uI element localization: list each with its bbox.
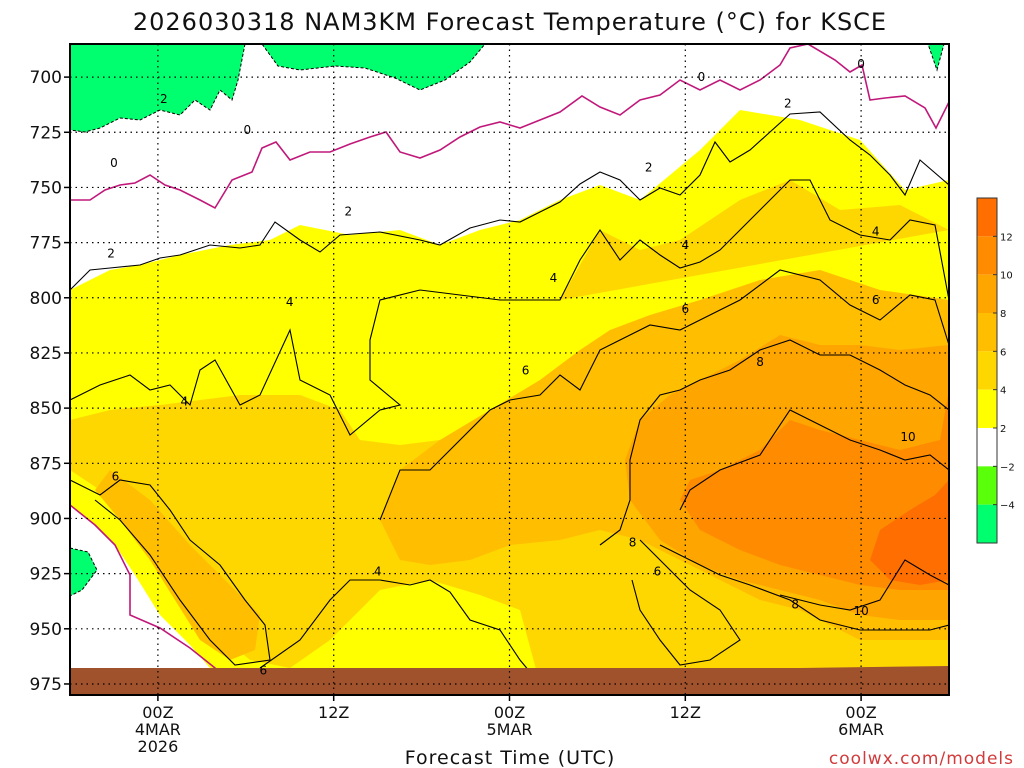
- y-tick-label: 850: [30, 399, 62, 419]
- contour-line-6c-low: [631, 539, 741, 666]
- colorbar-label: 6: [1000, 347, 1006, 358]
- colorbar-swatch: [977, 504, 997, 543]
- colorbar-label: −2: [1000, 462, 1015, 473]
- fill-green-top-right: [927, 44, 945, 72]
- y-tick-label: 800: [30, 289, 62, 309]
- contour-label: 4: [374, 564, 382, 578]
- contour-label: 10: [853, 604, 868, 618]
- colorbar-label: 12: [1000, 232, 1013, 243]
- contour-label: 4: [550, 271, 558, 285]
- contour-label: 6: [112, 470, 120, 484]
- contour-zero-upper: [70, 44, 949, 210]
- contour-label: 2: [784, 97, 792, 111]
- x-tick-label: 5MAR: [486, 720, 532, 739]
- contour-label: 4: [180, 394, 188, 408]
- contour-zero-lower: [70, 504, 241, 685]
- contour-label: 6: [260, 664, 268, 678]
- colorbar-label: 8: [1000, 309, 1006, 320]
- y-axis: 700 725 750 775 800 825 850 875 900 925 950 975: [30, 68, 70, 695]
- y-tick-label: 975: [30, 675, 62, 695]
- contour-line-6c-mid: [379, 269, 949, 521]
- fill-green-left-lower: [70, 547, 98, 597]
- contour-line-4c: [70, 179, 949, 436]
- contour-label: 6: [681, 302, 689, 316]
- terrain-surface: [70, 666, 949, 695]
- x-tick-label: 12Z: [670, 703, 701, 722]
- contour-label: 0: [110, 156, 118, 170]
- contour-label: 4: [286, 295, 294, 309]
- colorbar-swatch: [977, 236, 997, 275]
- contour-line-4c-lower: [259, 579, 541, 685]
- x-tick-label: 00Z: [845, 703, 876, 722]
- colorbar-swatch: [977, 428, 997, 467]
- y-tick-label: 775: [30, 234, 62, 254]
- y-tick-label: 900: [30, 509, 62, 529]
- contour-label: 0: [857, 57, 865, 71]
- contour-label: 2: [645, 161, 653, 175]
- y-tick-label: 750: [30, 178, 62, 198]
- contour-line-6c: [70, 479, 271, 666]
- fill-green-top-mid: [261, 44, 486, 91]
- colorbar-label: 4: [1000, 386, 1006, 397]
- colorbar-swatch: [977, 466, 997, 505]
- y-tick-label: 825: [30, 344, 62, 364]
- y-tick-label: 875: [30, 454, 62, 474]
- contour-line-8c: [599, 339, 949, 546]
- contour-label: 6: [522, 364, 530, 378]
- contour-label: 4: [681, 238, 689, 252]
- colorbar-label: −4: [1000, 501, 1015, 512]
- x-tick-label: 2026: [138, 737, 179, 756]
- colorbar-swatch: [977, 389, 997, 428]
- fill-cold-white-lower: [70, 505, 240, 684]
- contour-label: 4: [872, 225, 880, 239]
- colorbar-label: 2: [1000, 424, 1006, 435]
- colorbar-swatch: [977, 313, 997, 352]
- contour-label: 6: [872, 293, 880, 307]
- credit-text: coolwx.com/models: [829, 749, 1014, 768]
- contour-label: 8: [629, 536, 637, 550]
- x-tick-label: 12Z: [318, 703, 349, 722]
- chart-title: 2026030318 NAM3KM Forecast Temperature (…: [133, 8, 887, 36]
- colorbar-swatch: [977, 274, 997, 313]
- x-axis-label: Forecast Time (UTC): [405, 747, 615, 768]
- x-tick-label: 00Z: [494, 703, 525, 722]
- y-tick-label: 725: [30, 123, 62, 143]
- contour-line-10c: [679, 409, 949, 511]
- contour-line-10c-low: [779, 559, 949, 611]
- x-tick-label: 00Z: [142, 703, 173, 722]
- contour-label: 10: [900, 430, 915, 444]
- y-tick-label: 950: [30, 620, 62, 640]
- colorbar-swatch: [977, 351, 997, 390]
- colorbar-label: 10: [1000, 271, 1013, 282]
- contour-label: 2: [107, 247, 115, 261]
- fill-above-freezing-white: [70, 44, 949, 290]
- x-tick-label: 6MAR: [838, 720, 884, 739]
- contour-label: 2: [345, 205, 353, 219]
- colorbar-frame: [976, 197, 998, 544]
- y-tick-label: 700: [30, 68, 62, 88]
- colorbar: 12 10 8 6 4 2 −2 −4: [976, 197, 1015, 544]
- x-tick-label: 4MAR: [135, 720, 181, 739]
- contour-label: 8: [791, 598, 799, 612]
- contour-labels: 2 0 0 2 2 4 4 6 6 4 4 6 2 4 6 8 6 8 2 4 6 0 0 10 10 8: [107, 57, 915, 678]
- contour-label: 6: [654, 564, 662, 578]
- contour-line-8c-low: [659, 544, 949, 631]
- gridlines: [70, 44, 949, 695]
- y-tick-label: 925: [30, 565, 62, 585]
- contour-label: 2: [160, 92, 168, 106]
- contour-label: 0: [698, 70, 706, 84]
- contour-label: 0: [243, 123, 251, 137]
- fill-max-orange: [870, 480, 949, 585]
- contour-label: 8: [756, 355, 764, 369]
- contour-line-2c: [70, 111, 949, 291]
- colorbar-swatch: [977, 198, 997, 237]
